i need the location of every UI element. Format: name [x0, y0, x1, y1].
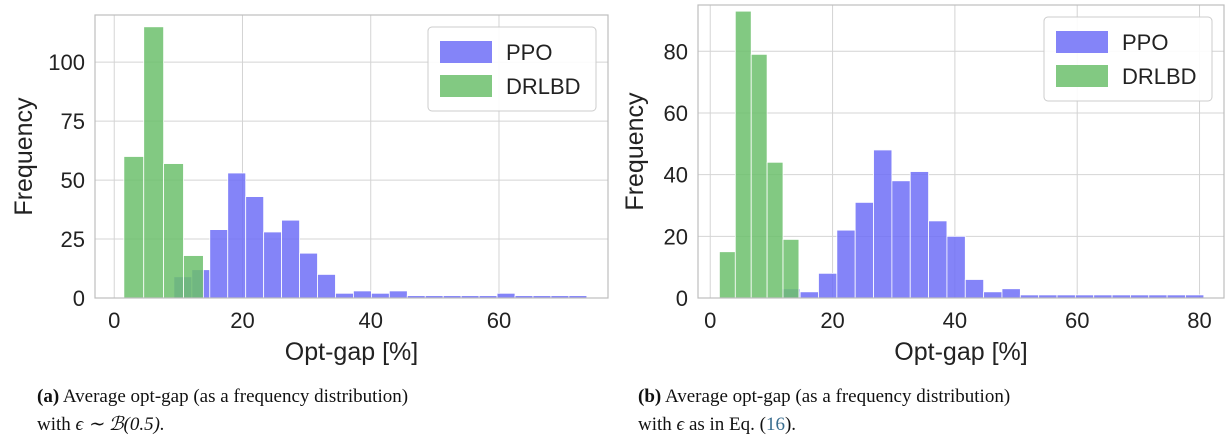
drlbd-bar: [143, 26, 165, 299]
caption-math: ϵ: [676, 414, 685, 435]
x-tick-label: 0: [704, 308, 716, 333]
ppo-bar: [299, 252, 318, 299]
x-tick-label: 60: [487, 308, 511, 333]
chart-b: 0 20 40 60 80 0 20 40 60 80 Opt-gap [%] Frequency PP…: [621, 4, 1225, 366]
caption-equation-ref[interactable]: 16: [765, 414, 785, 435]
ppo-bar: [836, 229, 856, 299]
legend-swatch-drlbd: [440, 75, 492, 97]
x-tick-label: 40: [358, 308, 382, 333]
ppo-bar: [928, 220, 948, 299]
caption-text: Average opt-gap (as a frequency distribu…: [664, 386, 1011, 407]
ppo-bar: [335, 292, 354, 299]
legend-label-drlbd: DRLBD: [1122, 64, 1197, 89]
x-axis-label: Opt-gap [%]: [285, 338, 418, 366]
x-tick-label: 0: [108, 308, 120, 333]
ppo-bar: [370, 292, 390, 299]
y-tick-label: 60: [664, 101, 688, 126]
legend-swatch-drlbd: [1056, 65, 1108, 87]
x-tick-label: 20: [820, 308, 844, 333]
caption-a: (a) Average opt-gap (as a frequency dist…: [37, 383, 577, 439]
y-tick-label: 40: [664, 163, 688, 188]
y-tick-label: 100: [48, 50, 85, 75]
legend-label-drlbd: DRLBD: [506, 74, 581, 99]
y-tick-label: 0: [676, 286, 688, 311]
caption-text: with: [37, 414, 71, 435]
y-axis-label: Frequency: [10, 97, 38, 216]
ppo-bar: [317, 274, 336, 299]
ppo-bar: [353, 290, 372, 299]
ppo-bar: [209, 229, 229, 299]
drlbd-bar: [123, 156, 145, 299]
x-tick-label: 40: [943, 308, 967, 333]
ppo-bar: [263, 231, 283, 299]
y-tick-label: 75: [61, 109, 85, 134]
plot-frame: [697, 4, 1225, 299]
legend-label-ppo: PPO: [1122, 30, 1168, 55]
drlbd-bar: [183, 255, 204, 299]
drlbd-bar: [766, 161, 784, 299]
legend-swatch-ppo: [440, 41, 492, 63]
ppo-bar: [873, 149, 893, 299]
caption-text: ).: [784, 414, 797, 435]
ppo-bar: [891, 180, 911, 299]
chart-a: 0 20 40 60 0 25 50 75 100 Opt-gap [%] Frequency PPO…: [10, 14, 609, 366]
caption-math: ϵ ∼ ℬ(0.5).: [75, 414, 165, 435]
ppo-bar: [799, 291, 819, 299]
ppo-bar: [245, 196, 265, 299]
ppo-bar: [227, 172, 247, 299]
drlbd-bar: [734, 10, 752, 299]
caption-label: (b): [638, 386, 662, 407]
ppo-bar: [496, 292, 516, 299]
plot-frame: [94, 14, 609, 299]
ppo-bar: [281, 219, 300, 299]
ppo-bar: [818, 272, 838, 299]
drlbd-bar: [719, 251, 736, 299]
y-tick-label: 25: [61, 227, 85, 252]
caption-b: (b) Average opt-gap (as a frequency dist…: [638, 383, 1198, 439]
ppo-bar: [909, 171, 929, 299]
drlbd-bar: [750, 53, 768, 299]
ppo-bar: [1001, 288, 1021, 299]
y-tick-label: 0: [73, 286, 85, 311]
y-tick-label: 80: [664, 39, 688, 64]
caption-text: Average opt-gap (as a frequency distribu…: [62, 386, 409, 407]
legend-swatch-ppo: [1056, 31, 1108, 53]
ppo-bar: [946, 235, 966, 299]
y-tick-label: 20: [664, 224, 688, 249]
x-tick-label: 60: [1065, 308, 1089, 333]
drlbd-bar: [163, 163, 184, 299]
y-tick-label: 50: [61, 168, 85, 193]
ppo-bar: [388, 290, 408, 299]
legend-label-ppo: PPO: [506, 40, 552, 65]
ppo-bar: [964, 279, 985, 299]
ppo-bar: [854, 201, 874, 299]
caption-label: (a): [37, 386, 60, 407]
caption-text: with: [638, 414, 672, 435]
x-axis-label: Opt-gap [%]: [894, 338, 1027, 366]
x-tick-label: 80: [1187, 308, 1211, 333]
caption-text: as in Eq. (: [688, 414, 766, 435]
ppo-bar: [983, 291, 1003, 299]
y-axis-label: Frequency: [621, 92, 649, 211]
drlbd-bar: [782, 238, 800, 299]
x-tick-label: 20: [230, 308, 254, 333]
